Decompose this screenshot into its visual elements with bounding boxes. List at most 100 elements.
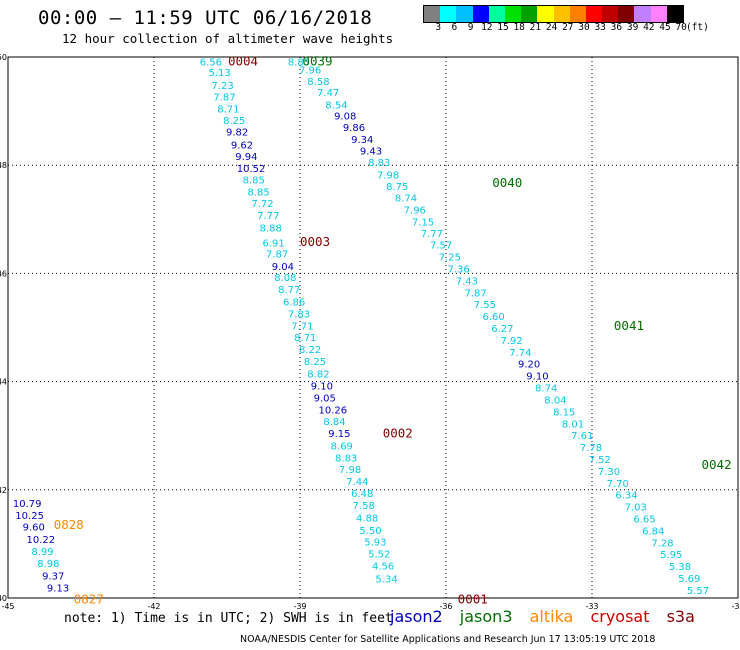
legend-swatch [618, 6, 635, 22]
pass-label: 0827 [74, 592, 104, 607]
wave-height-value: 8.25 [223, 116, 245, 127]
wave-height-value: 5.50 [359, 526, 381, 537]
wave-height-value: 4.56 [372, 562, 394, 573]
wave-height-value: 7.92 [501, 336, 523, 347]
color-scale-legend [423, 5, 684, 23]
wave-height-value: 8.88 [260, 223, 282, 234]
wave-height-value: 6.60 [483, 312, 505, 323]
legend-swatch [602, 6, 619, 22]
wave-height-value: 9.15 [328, 429, 350, 440]
wave-height-value: 8.08 [274, 273, 296, 284]
wave-height-value: 8.85 [288, 57, 310, 68]
wave-height-value: 9.13 [47, 584, 69, 595]
pass-label: 0001 [458, 592, 488, 607]
wave-height-value: 7.77 [421, 229, 443, 240]
wave-height-value: 9.34 [351, 135, 373, 146]
wave-height-value: 9.37 [42, 571, 64, 582]
wave-height-value: 8.69 [331, 441, 353, 452]
lon-tick-label: -30 [731, 602, 740, 611]
wave-height-value: 7.15 [412, 217, 434, 228]
wave-height-value: 7.78 [580, 443, 602, 454]
wave-height-value: 8.54 [325, 101, 347, 112]
wave-height-value: 4.88 [356, 513, 378, 524]
page-subtitle: 12 hour collection of altimeter wave hei… [62, 31, 394, 46]
wave-height-value: 10.22 [26, 535, 55, 546]
wave-height-value: 7.74 [509, 348, 531, 359]
wave-height-value: 7.57 [430, 241, 452, 252]
lon-tick-label: -33 [585, 602, 598, 611]
lon-tick-label: -39 [293, 602, 306, 611]
wave-height-value: 5.93 [364, 538, 386, 549]
legend-label: (ft) [685, 22, 709, 33]
lat-tick-label: 44 [0, 378, 7, 387]
map-frame [7, 56, 739, 599]
pass-label: 0039 [302, 53, 332, 68]
pass-label: 0002 [383, 426, 413, 441]
legend-s3a: s3a [666, 607, 695, 626]
legend-label: 21 [529, 22, 542, 33]
lat-tick-label: 50 [0, 53, 7, 62]
wave-height-value: 7.96 [404, 206, 426, 217]
wave-height-value: 8.83 [335, 453, 357, 464]
wave-height-value: 6.86 [283, 298, 305, 309]
lat-tick-label: 48 [0, 161, 7, 170]
wave-height-value: 8.74 [535, 384, 557, 395]
wave-height-value: 9.62 [231, 141, 253, 152]
pass-label: 0003 [300, 234, 330, 249]
page-title: 00:00 – 11:59 UTC 06/16/2018 [38, 7, 373, 29]
legend-swatch [424, 6, 441, 22]
wave-height-value: 7.43 [456, 276, 478, 287]
pass-label: 0041 [614, 318, 644, 333]
legend-label: 18 [513, 22, 525, 33]
wave-height-value: 9.43 [360, 147, 382, 158]
wave-height-value: 8.04 [544, 395, 566, 406]
legend-label: 42 [643, 22, 655, 33]
wave-height-value: 5.34 [375, 575, 397, 586]
wave-height-value: 7.83 [288, 309, 310, 320]
wave-height-value: 7.96 [299, 65, 321, 76]
wave-height-value: 8.77 [278, 285, 300, 296]
wave-height-value: 7.70 [607, 479, 629, 490]
wave-height-value: 8.82 [307, 369, 329, 380]
wave-height-value: 9.86 [343, 123, 365, 134]
wave-height-value: 9.94 [235, 152, 257, 163]
wave-height-value: 5.13 [209, 68, 231, 79]
wave-height-value: 5.69 [678, 574, 700, 585]
legend-label: 45 [659, 22, 671, 33]
wave-height-value: 7.71 [291, 321, 313, 332]
lat-tick-label: 46 [0, 269, 7, 278]
wave-height-value: 7.87 [213, 92, 235, 103]
legend-label: 3 [435, 22, 442, 33]
wave-height-value: 8.25 [304, 357, 326, 368]
legend-label: 24 [545, 22, 558, 33]
wave-height-value: 7.47 [317, 88, 339, 99]
legend-swatch [537, 6, 554, 22]
legend-swatch [456, 6, 473, 22]
legend-swatch [666, 6, 683, 22]
lon-tick-label: -42 [147, 602, 160, 611]
legend-swatch [553, 6, 570, 22]
wave-height-value: 8.98 [37, 559, 59, 570]
wave-height-value: 7.36 [447, 265, 469, 276]
pass-label: 0828 [54, 517, 84, 532]
pass-label: 0040 [492, 175, 522, 190]
wave-height-value: 5.57 [687, 586, 709, 597]
wave-height-value: 8.71 [294, 333, 316, 344]
wave-height-value: 9.10 [311, 381, 333, 392]
wave-height-value: 5.38 [669, 562, 691, 573]
credit-footer: NOAA/NESDIS Center for Satellite Applica… [240, 634, 656, 645]
wave-height-value: 9.04 [272, 262, 294, 273]
wave-height-value: 7.77 [257, 211, 279, 222]
wave-height-value: 7.44 [346, 477, 368, 488]
lon-tick-label: -36 [439, 602, 452, 611]
wave-height-value: 8.74 [395, 194, 417, 205]
wave-height-value: 9.60 [23, 523, 45, 534]
wave-height-value: 6.34 [615, 491, 637, 502]
legend-label: 39 [626, 22, 639, 33]
wave-height-value: 5.52 [368, 550, 390, 561]
lon-tick-label: -45 [1, 602, 14, 611]
wave-height-value: 7.03 [625, 503, 647, 514]
lat-tick-label: 40 [0, 594, 7, 603]
